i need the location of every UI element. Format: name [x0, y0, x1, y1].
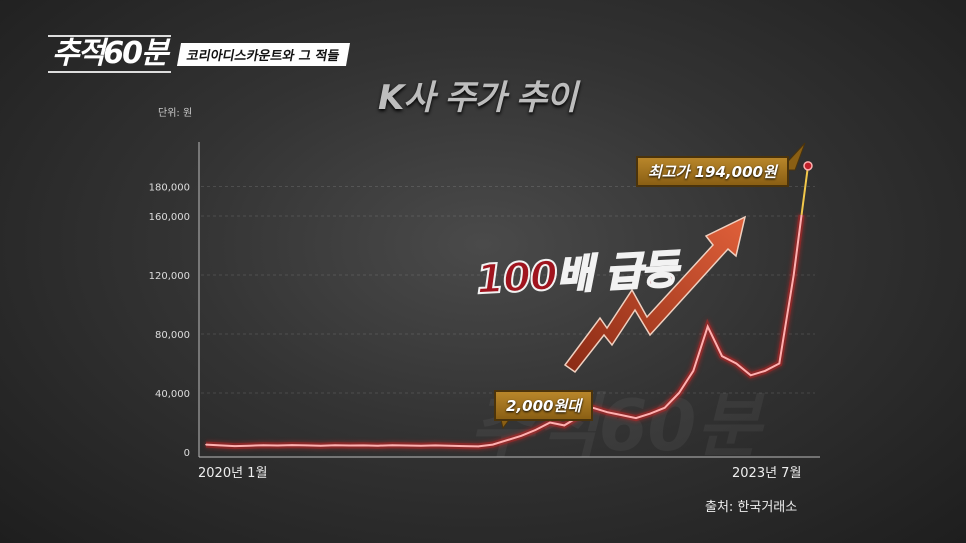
data-point [606, 411, 609, 413]
data-point [663, 406, 666, 409]
annotation-2000-won: 2,000원대 [494, 390, 594, 421]
data-point [248, 444, 250, 447]
peak-marker [803, 161, 813, 171]
y-tick-label: 40,000 [155, 389, 190, 400]
data-point [219, 444, 222, 447]
data-point [491, 443, 494, 446]
data-point [692, 370, 695, 372]
data-point [620, 414, 623, 416]
data-point [319, 445, 322, 447]
x-tick-end: 2023년 7월 [732, 466, 802, 481]
data-point [276, 444, 279, 447]
data-point [305, 444, 308, 447]
annotation-peak-price: 최고가 194,000원 [636, 156, 789, 187]
data-point [377, 444, 379, 447]
y-tick-label: 120,000 [149, 271, 190, 282]
y-tick-label: 180,000 [149, 183, 190, 194]
data-point [420, 445, 422, 447]
source-label: 출처: 한국거래소 [705, 500, 798, 515]
data-point [764, 370, 766, 372]
y-tick-label: 80,000 [155, 330, 190, 341]
data-point [348, 444, 351, 447]
data-point [534, 429, 537, 431]
data-point [448, 444, 451, 447]
data-point [549, 421, 551, 424]
data-point [678, 392, 680, 394]
chart-title: K사 주가 추이 [378, 78, 577, 118]
data-point [262, 444, 265, 447]
data-point [635, 417, 637, 419]
data-point [434, 444, 437, 447]
surge-label: 100배 급등 [474, 246, 679, 304]
unit-label: 단위: 원 [158, 108, 193, 119]
data-point [362, 444, 365, 447]
data-point [506, 439, 508, 442]
data-point [563, 424, 566, 427]
data-point [477, 445, 480, 448]
y-tick-label: 160,000 [149, 212, 190, 223]
x-tick-start: 2020년 1월 [198, 466, 268, 481]
data-point [721, 355, 723, 357]
y-tick-label: 0 [184, 448, 190, 459]
data-point [233, 445, 236, 447]
data-point [405, 444, 408, 447]
data-point [391, 444, 394, 447]
data-point [735, 362, 738, 365]
peak-segment [800, 165, 809, 216]
logo-text: 추적60분 [48, 35, 171, 73]
data-point [291, 444, 293, 446]
data-point [463, 445, 465, 447]
data-point [205, 443, 207, 446]
data-point [334, 444, 336, 447]
data-point [649, 412, 652, 415]
data-point [792, 274, 795, 276]
data-point [520, 434, 523, 437]
surge-arrow-icon [563, 215, 747, 374]
program-logo: 추적60분 코리아디스카운트와 그 적들 [48, 33, 350, 75]
data-point [749, 374, 752, 377]
data-point [778, 362, 781, 365]
data-point [706, 325, 709, 328]
